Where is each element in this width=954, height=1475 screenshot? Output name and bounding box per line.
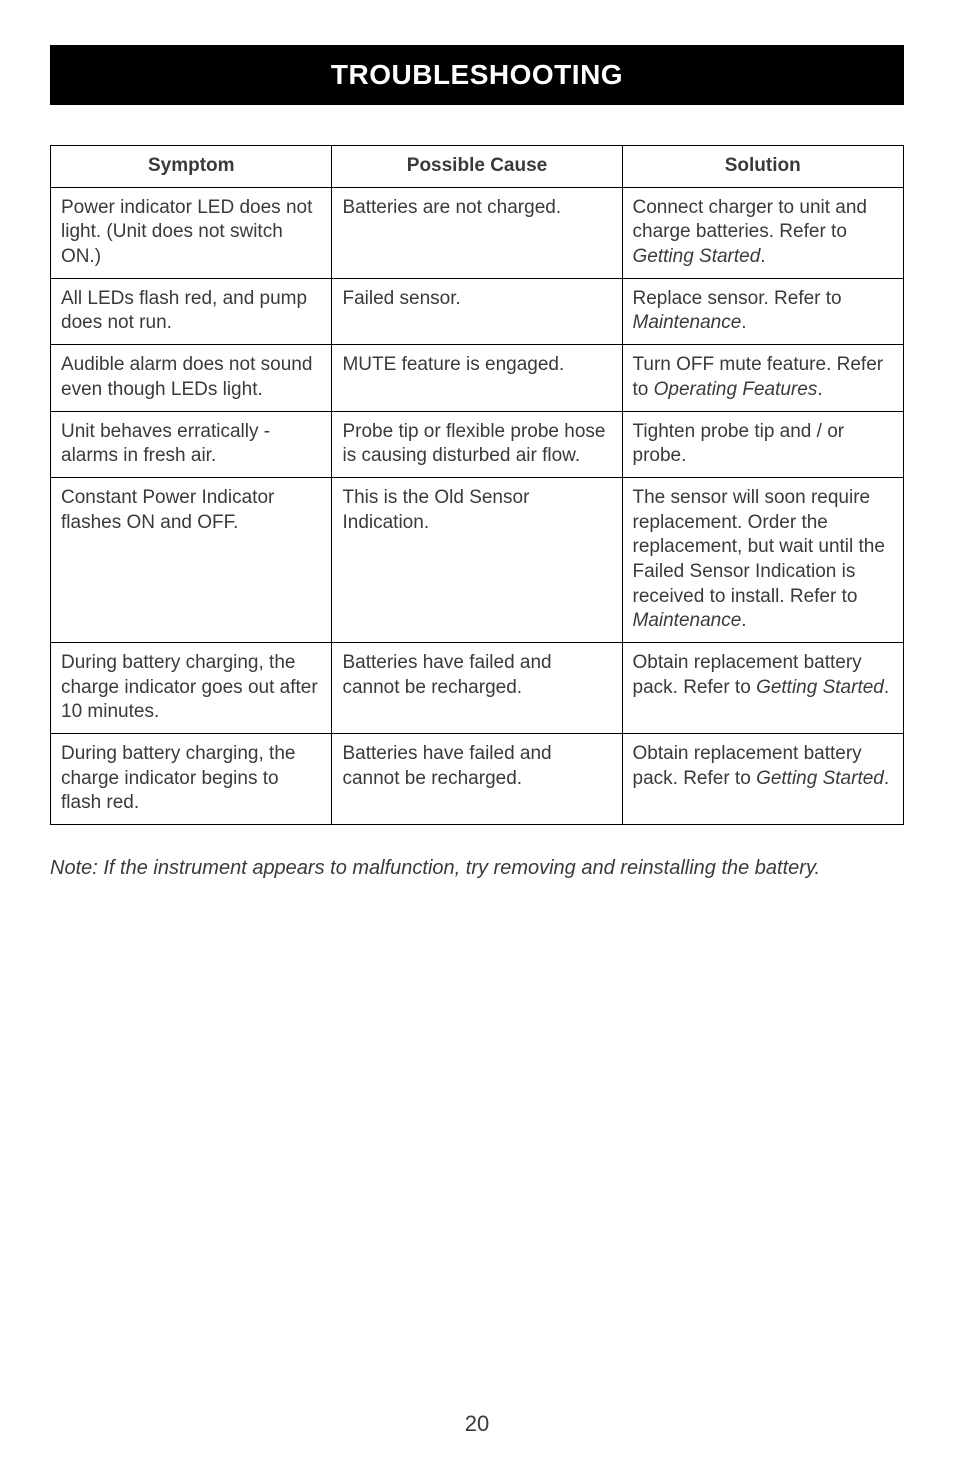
cell-symptom: Constant Power Indicator flashes ON and …: [51, 477, 332, 642]
header-cause: Possible Cause: [332, 146, 622, 188]
table-header-row: Symptom Possible Cause Solution: [51, 146, 904, 188]
banner-title: TROUBLESHOOTING: [50, 59, 904, 91]
table-row: During battery charging, the charge indi…: [51, 734, 904, 825]
cell-solution: Replace sensor. Refer to Maintenance.: [622, 278, 904, 344]
cell-symptom: Power indicator LED does not light. (Uni…: [51, 187, 332, 278]
header-symptom: Symptom: [51, 146, 332, 188]
cell-symptom: Audible alarm does not sound even though…: [51, 345, 332, 411]
banner: TROUBLESHOOTING: [50, 45, 904, 105]
cell-solution: Obtain replacement battery pack. Refer t…: [622, 734, 904, 825]
cell-cause: Batteries have failed and cannot be rech…: [332, 734, 622, 825]
table-row: Constant Power Indicator flashes ON and …: [51, 477, 904, 642]
cell-cause: MUTE feature is engaged.: [332, 345, 622, 411]
cell-solution: Obtain replacement battery pack. Refer t…: [622, 643, 904, 734]
troubleshooting-table: Symptom Possible Cause Solution Power in…: [50, 145, 904, 825]
table-row: Power indicator LED does not light. (Uni…: [51, 187, 904, 278]
table-row: Unit behaves erratically - alarms in fre…: [51, 411, 904, 477]
cell-symptom: During battery charging, the charge indi…: [51, 643, 332, 734]
cell-symptom: During battery charging, the charge indi…: [51, 734, 332, 825]
cell-symptom: All LEDs flash red, and pump does not ru…: [51, 278, 332, 344]
note-text: Note: If the instrument appears to malfu…: [50, 857, 904, 880]
cell-cause: This is the Old Sensor Indication.: [332, 477, 622, 642]
cell-cause: Batteries are not charged.: [332, 187, 622, 278]
cell-cause: Failed sensor.: [332, 278, 622, 344]
cell-cause: Batteries have failed and cannot be rech…: [332, 643, 622, 734]
cell-solution: Connect charger to unit and charge batte…: [622, 187, 904, 278]
cell-cause: Probe tip or flexible probe hose is caus…: [332, 411, 622, 477]
header-solution: Solution: [622, 146, 904, 188]
table-row: During battery charging, the charge indi…: [51, 643, 904, 734]
table-row: Audible alarm does not sound even though…: [51, 345, 904, 411]
page-number: 20: [0, 1411, 954, 1437]
cell-symptom: Unit behaves erratically - alarms in fre…: [51, 411, 332, 477]
cell-solution: Tighten probe tip and / or probe.: [622, 411, 904, 477]
table-body: Power indicator LED does not light. (Uni…: [51, 187, 904, 824]
cell-solution: Turn OFF mute feature. Refer to Operatin…: [622, 345, 904, 411]
table-row: All LEDs flash red, and pump does not ru…: [51, 278, 904, 344]
cell-solution: The sensor will soon require replacement…: [622, 477, 904, 642]
